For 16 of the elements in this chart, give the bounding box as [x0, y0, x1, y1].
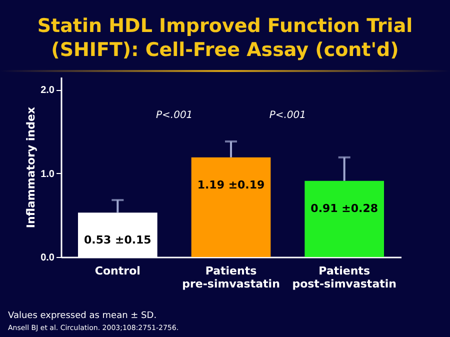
y-tick-label: 0.0: [40, 252, 55, 264]
bar: [304, 180, 384, 257]
chart-title: Statin HDL Improved Function Trial (SHIFT): Cell-Free Assay (cont'd): [36, 14, 414, 62]
annotation: P<.001: [269, 110, 306, 121]
x-tick-label: Patients pre-simvastatin: [182, 264, 280, 290]
y-tick-label: 1.0: [40, 168, 55, 180]
text: Values expressed as mean ± SD.: [8, 310, 158, 322]
y-axis-title: Inflammatory index: [24, 106, 38, 228]
x-tick-label: Control: [94, 264, 140, 278]
x-tick-label: Patients post-simvastatin: [292, 264, 396, 290]
data-label: 1.19 ±0.19: [197, 178, 265, 192]
y-tick-label: 2.0: [40, 85, 55, 96]
bar: [191, 157, 271, 257]
data-label: 0.53 ±0.15: [84, 234, 152, 247]
data-label: 0.91 ±0.28: [310, 202, 378, 215]
annotation: P<.001: [156, 110, 193, 121]
